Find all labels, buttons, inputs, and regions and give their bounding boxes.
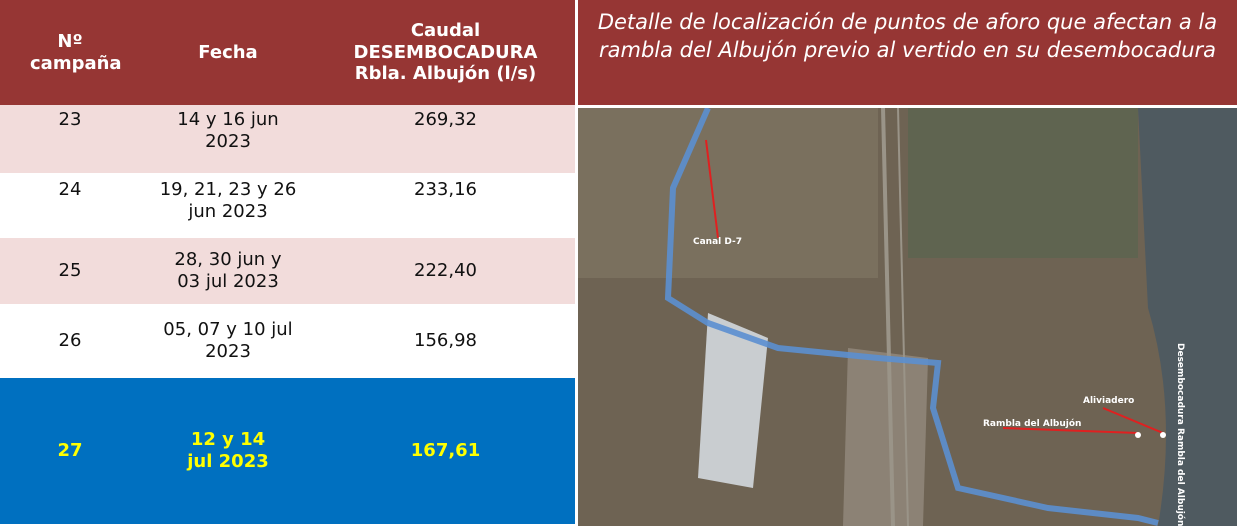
cell: 233,16 [316,175,575,236]
cell-text: 26 [58,330,82,352]
cell-text: 222,40 [414,260,477,282]
cell: 14 y 16 jun 2023 [140,105,316,173]
cell: 25 [0,238,140,304]
cell-text: 269,32 [414,109,477,130]
header-cell: Fecha [140,0,316,105]
map-label: Desembocadura Rambla del Albujón [1175,343,1186,526]
header-text: Fecha [198,41,258,63]
map-label: Canal D-7 [693,237,742,247]
header-text: Caudal DESEMBOCADURA Rbla. Albujón (l/s) [353,20,538,85]
cell-text: 2023 [205,130,251,152]
cell-text: 156,98 [414,330,477,352]
cell: 222,40 [316,238,575,304]
header-text: Nº campaña [30,30,122,74]
cell-text: 28, 30 jun y [174,249,282,271]
cell-text: 12 y 14 [190,429,266,451]
satellite-map: Canal D-7 Aliviadero Rambla del Albujón … [578,108,1237,526]
cell-text: 19, 21, 23 y 26 [159,179,297,200]
cell-text: 03 jul 2023 [177,271,279,292]
map-label: Aliviadero [1083,396,1134,406]
cell: 27 [0,378,140,524]
cell-text: 25 [58,260,82,282]
cell-text: 233,16 [414,179,477,200]
cell-text: 14 y 16 jun [177,109,279,130]
cell-text: 23 [58,109,82,130]
cell: 12 y 14 jul 2023 [140,378,316,524]
cell: 26 [0,306,140,376]
cell-text: 167,61 [410,440,481,462]
cell: 19, 21, 23 y 26 jun 2023 [140,175,316,236]
map-label: Rambla del Albujón [983,418,1081,429]
cell-text: 2023 [205,341,251,362]
map-title: Detalle de localización de puntos de afo… [578,0,1237,105]
cell: 156,98 [316,306,575,376]
cell-text: 27 [57,440,83,462]
cell: 28, 30 jun y 03 jul 2023 [140,238,316,304]
cell-text: jul 2023 [187,451,269,472]
cell: 23 [0,105,140,173]
cell: 167,61 [316,378,575,524]
cell-text: jun 2023 [188,200,268,222]
cell-text: 05, 07 y 10 jul [163,319,293,341]
cell: 05, 07 y 10 jul 2023 [140,306,316,376]
header-cell: Caudal DESEMBOCADURA Rbla. Albujón (l/s) [316,0,575,105]
cell-text: 24 [58,179,82,200]
header-cell: Nº campaña [0,0,140,105]
cell: 24 [0,175,140,236]
cell: 269,32 [316,105,575,173]
